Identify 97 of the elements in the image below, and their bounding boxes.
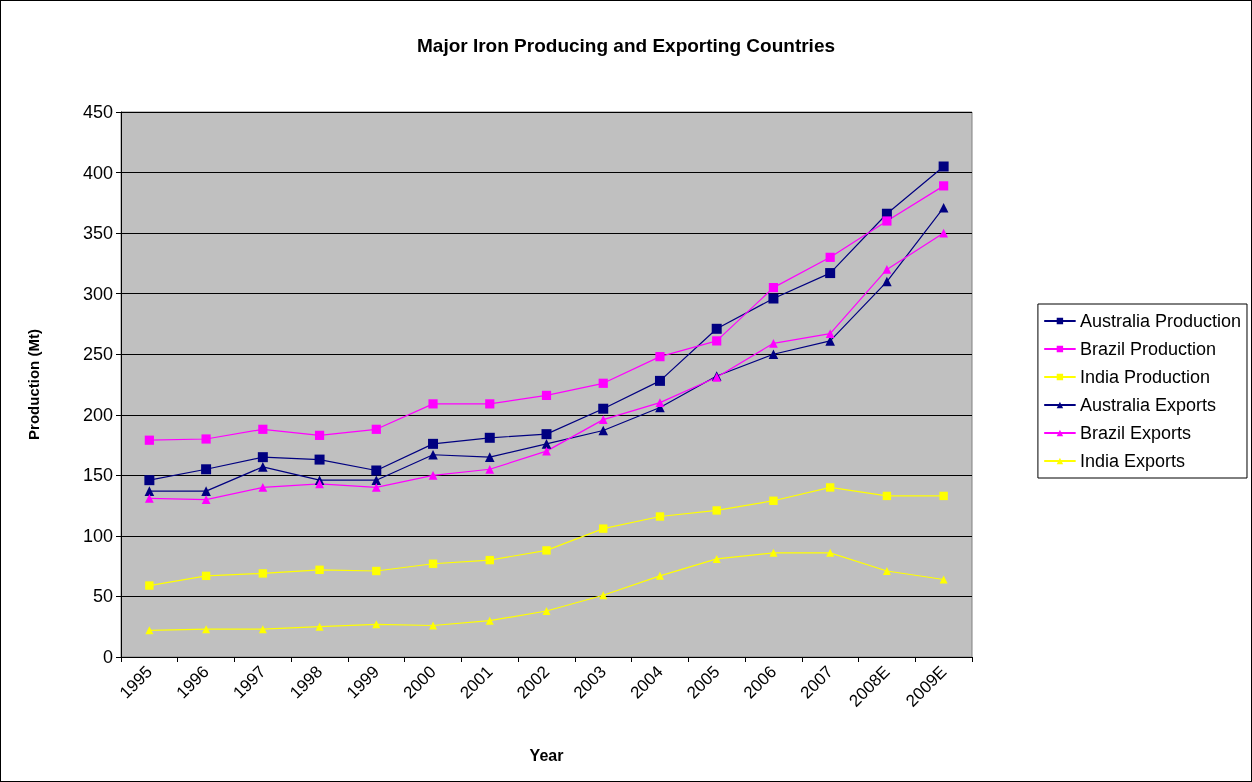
point	[825, 268, 836, 279]
point	[542, 546, 551, 555]
point	[315, 622, 324, 631]
y-tick-label: 50	[92, 586, 113, 607]
x-axis-title: Year	[529, 746, 564, 764]
chart-title: Major Iron Producing and Exporting Countries	[416, 35, 836, 56]
point	[429, 621, 438, 630]
point	[485, 616, 494, 625]
point	[768, 349, 779, 360]
point	[372, 566, 381, 576]
point	[485, 399, 495, 409]
point	[769, 548, 778, 557]
point	[825, 329, 835, 339]
y-tick-label: 100	[82, 525, 113, 546]
y-tick-label: 0	[102, 647, 113, 667]
point	[258, 625, 267, 634]
point	[258, 483, 268, 492]
point	[655, 398, 665, 408]
point	[599, 524, 608, 533]
point	[938, 161, 949, 172]
point	[654, 375, 665, 386]
point	[484, 452, 495, 462]
point	[542, 446, 551, 456]
legend-label: Brazil Exports	[1079, 423, 1191, 443]
point	[655, 512, 665, 521]
point	[712, 336, 722, 346]
point	[598, 378, 608, 388]
point	[541, 429, 552, 440]
legend-label: Australia Production	[1079, 311, 1242, 331]
point	[825, 483, 835, 492]
point	[144, 435, 154, 445]
y-tick-label: 400	[82, 162, 113, 183]
point	[258, 569, 268, 578]
point	[315, 479, 324, 489]
point	[257, 452, 268, 463]
point	[541, 439, 552, 449]
point	[882, 567, 891, 576]
point	[882, 265, 892, 274]
point	[371, 465, 382, 476]
point	[201, 434, 211, 444]
point	[428, 438, 439, 449]
point	[428, 449, 438, 460]
legend-label: Brazil Production	[1079, 339, 1216, 359]
point	[939, 228, 949, 238]
point	[428, 559, 438, 568]
point	[371, 424, 381, 434]
point	[201, 571, 211, 581]
y-tick-label: 150	[82, 465, 113, 486]
point	[315, 565, 324, 574]
point	[712, 554, 721, 563]
point	[201, 464, 212, 475]
point	[655, 571, 664, 580]
point	[768, 293, 779, 304]
point	[939, 181, 949, 191]
point	[201, 495, 211, 504]
point	[711, 323, 722, 334]
point	[371, 483, 381, 492]
point	[144, 493, 154, 503]
point	[314, 430, 325, 440]
y-tick-label: 250	[82, 344, 113, 365]
y-tick-label: 350	[82, 223, 113, 244]
point	[144, 475, 155, 486]
y-tick-label: 300	[82, 283, 113, 304]
point	[712, 506, 721, 515]
point	[882, 216, 892, 226]
y-tick-label: 450	[82, 102, 113, 122]
point	[541, 390, 552, 400]
point	[145, 581, 154, 590]
point	[258, 424, 268, 434]
point	[258, 462, 268, 472]
point	[939, 491, 948, 501]
y-axis-title: Production (Mt)	[25, 329, 42, 440]
point	[598, 403, 609, 414]
y-tick-label: 200	[82, 404, 113, 425]
point	[598, 425, 609, 436]
legend-label: Australia Exports	[1079, 395, 1216, 415]
point	[371, 475, 382, 485]
legend-label: India Exports	[1079, 451, 1185, 471]
point	[428, 470, 438, 480]
point	[201, 486, 211, 496]
point	[428, 399, 438, 409]
point	[485, 555, 494, 565]
point	[655, 352, 665, 362]
point	[769, 338, 778, 348]
point	[882, 491, 892, 501]
legend-label: India Production	[1079, 367, 1211, 387]
point	[484, 432, 495, 443]
point	[768, 283, 779, 293]
point	[769, 496, 778, 505]
point	[826, 548, 835, 557]
point	[542, 606, 551, 615]
point	[825, 252, 835, 262]
point	[598, 415, 608, 425]
point	[202, 625, 211, 634]
point	[314, 454, 325, 465]
point	[144, 486, 155, 496]
point	[485, 464, 495, 474]
